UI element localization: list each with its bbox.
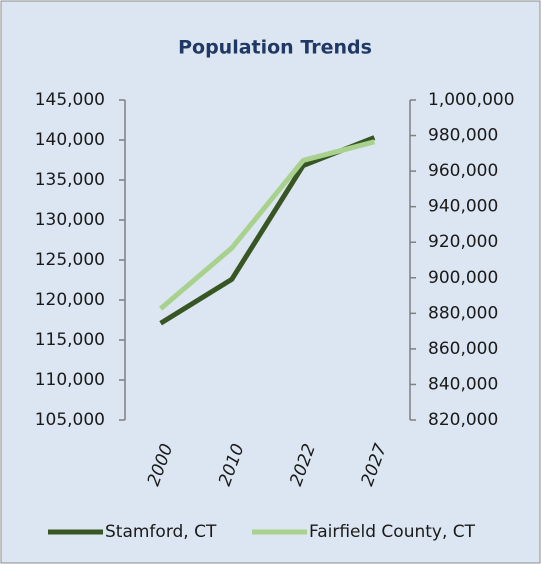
y2-tick-label: 860,000	[428, 339, 498, 359]
y-tick-label: 140,000	[35, 130, 105, 150]
y-tick-label: 105,000	[35, 410, 105, 430]
y-tick-label: 110,000	[35, 370, 105, 390]
y-tick-label: 145,000	[35, 90, 105, 110]
y2-tick-label: 920,000	[428, 232, 498, 252]
y-tick-label: 120,000	[35, 290, 105, 310]
y-tick-label: 125,000	[35, 250, 105, 270]
y2-tick-label: 980,000	[428, 126, 498, 146]
y2-tick-label: 880,000	[428, 303, 498, 323]
y2-tick-label: 840,000	[428, 374, 498, 394]
y2-tick-label: 960,000	[428, 161, 498, 181]
chart-title: Population Trends	[178, 37, 372, 59]
y-tick-label: 115,000	[35, 330, 105, 350]
y2-tick-label: 820,000	[428, 410, 498, 430]
legend-label: Stamford, CT	[105, 522, 217, 542]
series-line	[159, 139, 376, 311]
legend-label: Fairfield County, CT	[309, 522, 476, 542]
y2-tick-label: 900,000	[428, 268, 498, 288]
y2-tick-label: 1,000,000	[428, 90, 515, 110]
y-tick-label: 135,000	[35, 170, 105, 190]
y-tick-label: 130,000	[35, 210, 105, 230]
y2-tick-label: 940,000	[428, 197, 498, 217]
